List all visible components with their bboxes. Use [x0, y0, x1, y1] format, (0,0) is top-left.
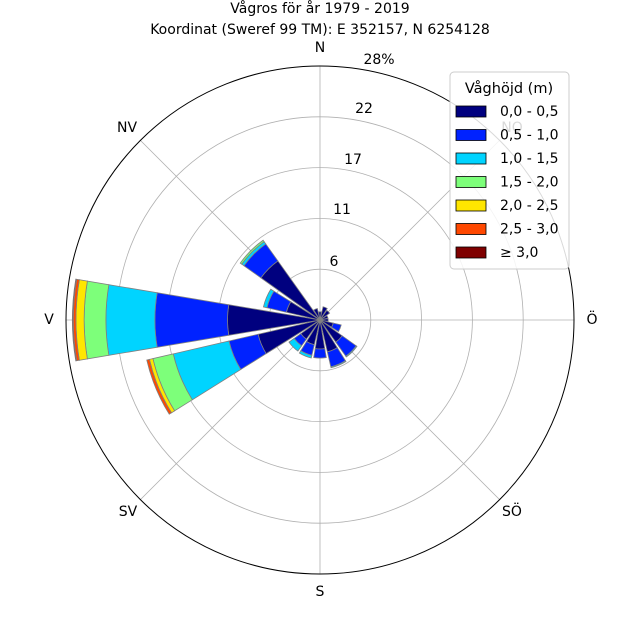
radial-tick-3: 17 — [344, 152, 362, 168]
bar-sector-11-bin-5 — [146, 358, 173, 415]
bar-sector-12-bin-6 — [72, 278, 78, 362]
bar-sector-14-bin-3 — [239, 239, 265, 265]
bar-sector-10-bin-2 — [288, 337, 303, 352]
chart-title: Vågros för år 1979 - 2019 — [230, 0, 409, 17]
grid-spoke-sv — [140, 319, 321, 500]
bar-sector-12-bin-2 — [105, 284, 158, 356]
legend-swatch-5 — [455, 199, 487, 212]
direction-label-nv: NV — [117, 120, 137, 136]
bar-sector-5-bin-1 — [330, 322, 342, 333]
direction-label-sö: SÖ — [502, 502, 522, 520]
legend: Våghöjd (m) 0,0 - 0,5 0,5 - 1,0 1,0 - 1,5 1,… — [449, 71, 570, 270]
legend-swatch-1 — [455, 105, 487, 118]
legend-label-6: 2,5 - 3,0 — [500, 222, 558, 238]
radial-tick-2: 11 — [333, 202, 351, 218]
legend-box — [449, 71, 570, 270]
bar-sector-12-bin-3 — [83, 280, 110, 360]
bar-sector-12-bin-1 — [154, 292, 230, 348]
bar-sector-9-bin-2 — [298, 350, 313, 359]
direction-label-v: V — [44, 312, 54, 328]
legend-label-5: 2,0 - 2,5 — [500, 198, 558, 214]
legend-swatch-4 — [455, 176, 487, 188]
legend-label-1: 0,0 - 0,5 — [500, 104, 558, 120]
radial-tick-4: 22 — [355, 101, 373, 117]
legend-swatch-7 — [455, 246, 487, 259]
bar-sector-6-bin-2 — [345, 345, 358, 358]
radial-tick-5: 28% — [363, 52, 394, 68]
legend-swatch-3 — [455, 152, 487, 165]
sector-bars — [72, 239, 358, 415]
legend-label-3: 1,0 - 1,5 — [500, 151, 558, 167]
legend-swatch-6 — [455, 223, 487, 235]
legend-swatch-2 — [455, 129, 487, 141]
outer-ring — [65, 65, 575, 575]
bar-sector-7-bin-2 — [330, 360, 347, 369]
legend-label-7: ≥ 3,0 — [500, 245, 538, 261]
direction-label-s: S — [316, 584, 325, 600]
direction-label-sv: SV — [119, 504, 138, 520]
legend-label-4: 1,5 - 2,0 — [500, 175, 558, 191]
bar-sector-8-bin-1 — [313, 348, 327, 359]
direction-label-ö: Ö — [586, 310, 597, 328]
bar-sector-13-bin-2 — [262, 288, 275, 309]
chart-subtitle: Koordinat (Sweref 99 TM): E 352157, N 62… — [150, 22, 490, 38]
direction-label-n: N — [315, 40, 325, 56]
radial-tick-1: 6 — [330, 254, 339, 270]
bar-sector-15-bin-0 — [313, 308, 321, 321]
legend-title: Våghöjd (m) — [465, 80, 553, 97]
legend-label-2: 0,5 - 1,0 — [500, 128, 558, 144]
